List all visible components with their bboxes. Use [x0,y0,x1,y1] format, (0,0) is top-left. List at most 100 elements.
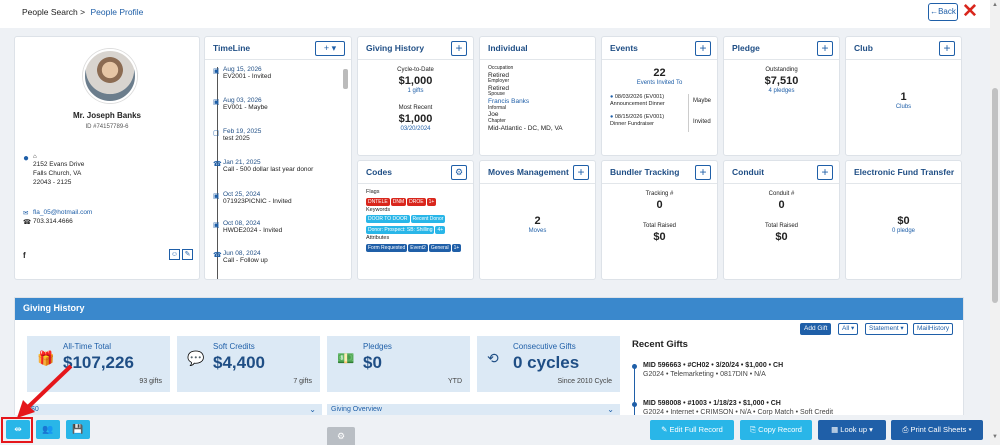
club-add-button[interactable]: + [939,41,955,56]
stat-value: $4,400 [213,353,265,372]
attribute-tag[interactable]: Form Requested [366,243,408,252]
save-button[interactable]: 💾 [66,420,90,439]
timeline-item[interactable]: Aug 03, 2026 EV001 - Maybe [223,97,268,111]
stat-sub: YTD [448,378,462,385]
attribute-tag[interactable]: General [428,243,451,252]
attribute-tag[interactable]: Event2 [408,243,428,252]
breadcrumb-current[interactable]: People Profile [90,7,144,17]
page-scrollbar[interactable]: ▲ ▼ [990,0,1000,445]
recent-gift-item[interactable]: MID 596663 • #CH02 • 3/20/24 • $1,000 • … [643,362,784,378]
events-card: Events + 22 Events Invited To ● 08/03/20… [601,36,718,156]
clubs-link[interactable]: Clubs [895,104,912,110]
pledge-card: Pledge + Outstanding $7,510 4 pledges [723,36,840,156]
timeline-scrollbar[interactable] [343,69,348,89]
codes-title: Codes [366,167,392,177]
stat-all-time-total[interactable]: 🎁 All-Time Total $107,226 93 gifts [27,336,170,392]
contact-card-icon[interactable]: ☺ [169,249,180,260]
attribute-tag[interactable]: 1+ [451,243,462,252]
attributes-tags: Form Requested Event2 General 1+ [366,242,470,253]
stat-value: $107,226 [63,353,134,372]
stat-soft-credits[interactable]: 💬 Soft Credits $4,400 7 gifts [177,336,320,392]
bundler-add-button[interactable]: + [695,165,711,180]
keyword-tag[interactable]: DOOR TO DOOR [366,215,410,224]
conduit-add-button[interactable]: + [817,165,833,180]
event-item[interactable]: ● 08/15/2026 (EV001) Dinner Fundraiser [610,114,665,128]
copy-record-button[interactable]: ⎘ Copy Record [740,420,812,440]
events-add-button[interactable]: + [695,41,711,56]
back-button-label: Back [938,7,956,16]
timeline-item[interactable]: Oct 08, 2024 HWDE2024 - Invited [223,220,283,234]
breadcrumb-sep: > [80,7,86,17]
eft-card: Electronic Fund Transfer $0 0 pledge [845,160,962,280]
stat-pledges[interactable]: 💵 Pledges $0 YTD [327,336,470,392]
giving-history-card: Giving History + Cycle-to-Date $1,000 1 … [357,36,474,156]
household-button[interactable]: 👥 [36,420,60,439]
divider [724,183,839,184]
codes-settings-icon[interactable]: ⚙ [451,165,467,180]
event-item[interactable]: ● 08/03/2026 (EV001) Announcement Dinner [610,94,665,108]
email-icon: ✉ [23,210,29,217]
giving-history-add-button[interactable]: + [451,41,467,56]
email-link[interactable]: fla_05@hotmail.com [33,209,93,216]
edit-contact-icon[interactable]: ✎ [182,249,193,260]
moves-link[interactable]: Moves [528,228,547,234]
giving-overview-section[interactable]: Giving Overview ⌄ [327,404,620,418]
print-call-sheets-dropdown[interactable]: ⎙ Print Call Sheets ▾ [891,420,983,440]
eft-pledge-link[interactable]: 0 pledge [891,228,916,234]
mail-history-button[interactable]: MailHistory [913,323,954,335]
facebook-icon[interactable]: f [23,251,26,260]
flag-tag[interactable]: DNTELE [366,197,390,206]
flag-tag[interactable]: DROE [407,197,426,206]
edit-full-record-button[interactable]: ✎ Edit Full Record [650,420,734,440]
total-raised-value: $0 [653,231,666,243]
settings-tab-gear-icon[interactable]: ⚙ [327,427,355,445]
most-recent-date[interactable]: 03/20/2024 [400,126,431,132]
spouse-link[interactable]: Francis Banks [488,98,530,106]
recent-gift-item[interactable]: MID 598008 • #1003 • 1/18/23 • $1,000 • … [643,400,834,416]
add-gift-button[interactable]: Add Gift [800,323,832,335]
recent-gift-dot [632,364,637,369]
stat-consecutive-gifts[interactable]: ⟲ Consecutive Gifts 0 cycles Since 2010 … [477,336,620,392]
look-up-dropdown[interactable]: ▦ Look up ▾ [818,420,886,440]
occupation-label: Occupation [488,65,514,71]
keyword-tag[interactable]: 4+ [435,226,446,235]
merge-button[interactable]: ⇹ [6,420,30,439]
statement-dropdown[interactable]: Statement ▾ [865,323,908,335]
club-card: Club + 1 Clubs [845,36,962,156]
flag-tag[interactable]: 1+ [426,197,437,206]
flag-tag[interactable]: DNM [390,197,407,206]
keyword-tag[interactable]: Donor: Prospect: SB: Shilling [366,226,435,235]
copy-icon: ⎘ [750,425,759,434]
moves-card: Moves Management + 2 Moves [479,160,596,280]
pledge-outstanding-value: $7,510 [764,75,799,87]
scrollbar-thumb[interactable] [992,88,998,303]
events-invited-link[interactable]: Events Invited To [636,80,683,86]
scroll-down-arrow-icon[interactable]: ▼ [992,434,998,440]
timeline-item[interactable]: Oct 25, 2024 071923PICNIC - Invited [223,191,292,205]
back-button[interactable]: ←Back [928,3,958,21]
copy-record-label: Copy Record [758,425,802,434]
pledges-link[interactable]: 4 pledges [768,88,795,94]
moves-add-button[interactable]: + [573,165,589,180]
timeline-title: TimeLine [213,43,251,53]
pledge-add-button[interactable]: + [817,41,833,56]
most-recent-label: Most Recent [398,105,433,111]
timeline-item[interactable]: Aug 15, 2026 EV2001 - Invited [223,66,272,80]
breadcrumb: People Search > People Profile [22,7,143,17]
print-call-sheets-label: Print Call Sheets [910,425,967,434]
scroll-up-arrow-icon[interactable]: ▲ [992,2,998,8]
all-filter-dropdown[interactable]: All ▾ [838,323,859,335]
timeline-item[interactable]: Jan 21, 2025 Call - 500 dollar last year … [223,159,314,173]
address-line-1: 2152 Evans Drive [33,161,85,168]
keyword-tag[interactable]: Recent Donor [410,215,446,224]
timeline-item[interactable]: Feb 19, 2025 test 2025 [223,128,262,142]
timeline-add-button[interactable]: + ▾ [315,41,345,56]
address-line-2: Falls Church, VA [33,170,82,177]
close-icon[interactable]: ✕ [962,1,978,22]
ctd-gifts-link[interactable]: 1 gifts [407,88,424,94]
breadcrumb-root[interactable]: People Search [22,7,78,17]
stat-sub: 93 gifts [139,378,162,385]
lower-left-section[interactable]: $0 ⌄ [27,404,322,418]
timeline-item[interactable]: Jun 08, 2024 Call - Follow up [223,250,268,264]
save-icon: 💾 [72,424,84,434]
